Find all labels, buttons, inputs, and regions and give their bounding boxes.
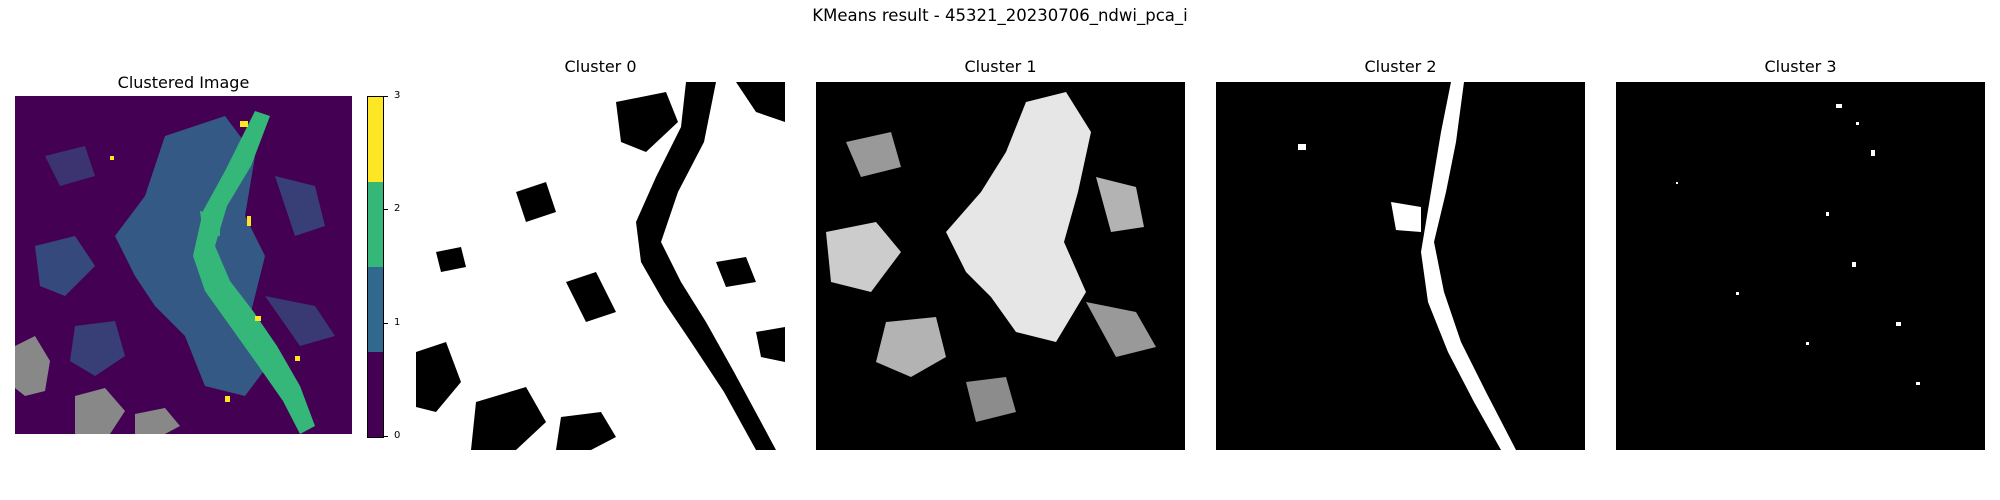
cluster-3-mask <box>1616 82 1985 450</box>
colorbar-tick-1 <box>384 323 388 324</box>
colorbar-label-0: 0 <box>394 430 401 441</box>
cluster-3-svg <box>1676 104 1920 385</box>
colorbar <box>367 96 384 438</box>
colorbar-label-1: 1 <box>394 317 401 328</box>
cluster-3-members <box>1676 104 1920 385</box>
cluster-2-mask <box>1216 82 1585 450</box>
cluster-2-river <box>1421 82 1516 450</box>
cluster-1-svg <box>826 92 1156 422</box>
colorbar-segment-1 <box>368 267 383 352</box>
cluster-0-nonmember <box>416 82 785 450</box>
cluster-2-river <box>193 111 315 434</box>
cluster-1-title: Cluster 1 <box>964 57 1037 76</box>
cluster-0-mask <box>416 82 785 450</box>
clustered-image-plot <box>15 96 352 434</box>
colorbar-tick-0 <box>384 436 388 437</box>
cluster-3-title: Cluster 3 <box>1764 57 1837 76</box>
cluster-0-title: Cluster 0 <box>564 57 637 76</box>
cluster-2-svg <box>1298 82 1516 450</box>
cluster-2-patch <box>200 211 220 236</box>
cluster-1-members <box>826 92 1156 422</box>
colorbar-segment-2 <box>368 182 383 267</box>
colorbar-segment-3 <box>368 97 383 182</box>
cluster-3-regions <box>110 121 300 402</box>
colorbar-label-3: 3 <box>394 90 401 101</box>
clustered-image-title: Clustered Image <box>117 73 250 92</box>
clustered-image-svg <box>15 96 352 434</box>
colorbar-tick-3 <box>384 96 388 97</box>
cluster-2-patch <box>1391 202 1421 232</box>
colorbar-segment-0 <box>368 352 383 437</box>
cluster-2-title: Cluster 2 <box>1364 57 1437 76</box>
colorbar-tick-2 <box>384 209 388 210</box>
colorbar-label-2: 2 <box>394 203 401 214</box>
cluster-2-dot <box>1298 144 1306 150</box>
cluster-0-svg <box>416 82 785 450</box>
figure-suptitle: KMeans result - 45321_20230706_ndwi_pca_… <box>812 6 1188 25</box>
nodata-regions <box>15 336 180 434</box>
cluster-1-mask <box>816 82 1185 450</box>
